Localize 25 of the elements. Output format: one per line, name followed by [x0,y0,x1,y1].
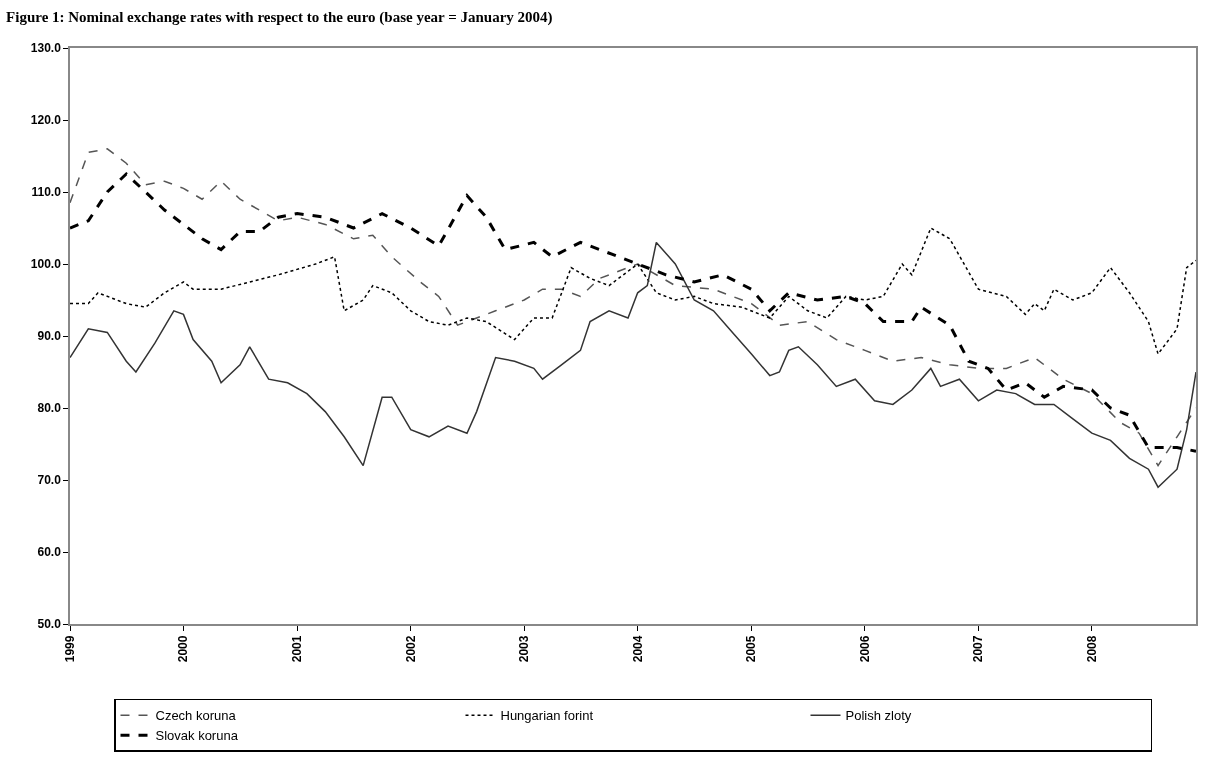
x-tick-label: 2003 [517,635,532,663]
y-tick-label: 80.0 [37,401,62,416]
y-tick-label: 90.0 [37,329,62,344]
y-tick-label: 100.0 [30,257,62,272]
legend-label: Polish zloty [845,708,912,724]
x-tick-label: 2008 [1084,635,1099,663]
y-tick-label: 70.0 [37,473,62,488]
y-tick-label: 50.0 [37,617,62,632]
x-tick-label: 2002 [403,635,418,663]
chart-title: Figure 1: Nominal exchange rates with respect to the euro (base year = January 2004) [6,9,553,27]
y-tick-label: 130.0 [30,41,62,56]
x-tick-label: 1999 [62,635,77,663]
x-tick-label: 2006 [857,635,872,663]
x-tick-label: 2005 [744,635,759,663]
y-tick-label: 120.0 [30,113,62,128]
x-tick-label: 2000 [176,635,191,663]
x-tick-label: 2004 [630,635,645,663]
y-tick-label: 110.0 [31,185,62,200]
line-series [70,241,1196,488]
y-tick-label: 60.0 [37,545,62,560]
legend-label: Slovak koruna [155,728,239,744]
legend-label: Czech koruna [155,708,237,724]
x-tick-label: 2001 [290,635,305,663]
x-tick-label: 2007 [971,635,986,663]
legend-label: Hungarian forint [500,708,594,724]
